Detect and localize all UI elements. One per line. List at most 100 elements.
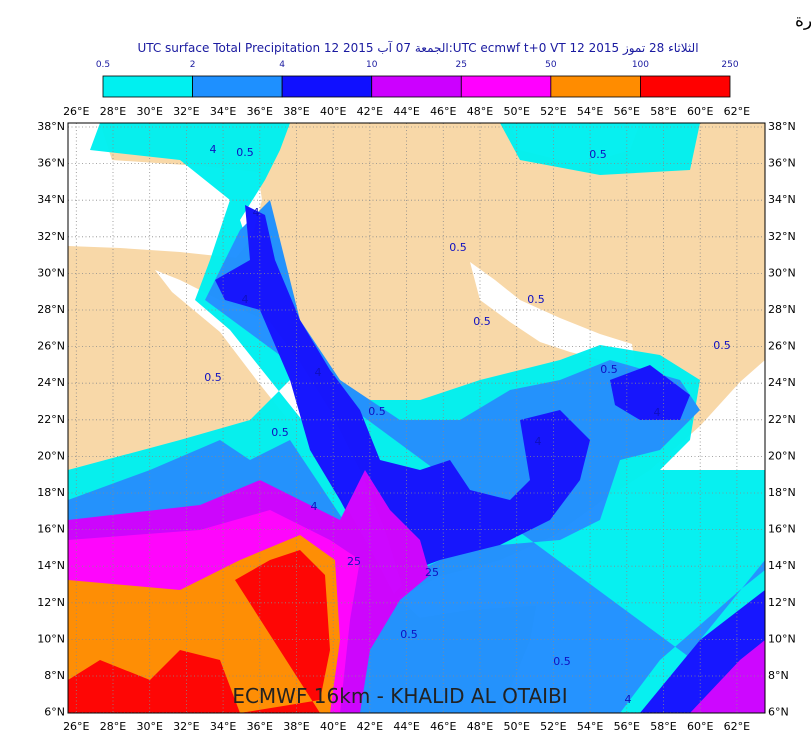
contour-label: 4 <box>210 143 217 156</box>
colorbar: 0.5 2 4 10 25 50 100 250 <box>96 60 739 98</box>
lat-label-right: 10°N <box>768 632 796 645</box>
lat-label-left: 6°N <box>44 706 65 719</box>
colorbar-label: 100 <box>632 60 649 70</box>
lon-label-bottom: 38°E <box>283 720 309 733</box>
contour-label: 0.5 <box>204 371 222 384</box>
precip-blue <box>215 205 590 575</box>
lon-label-top: 26°E <box>63 105 89 118</box>
map-title: تراكم هطول الأمطار بداية من يوم الخميس ٣… <box>795 9 811 31</box>
lat-label-left: 28°N <box>37 303 65 316</box>
lon-label-top: 44°E <box>393 105 419 118</box>
lon-label-bottom: 28°E <box>100 720 126 733</box>
lon-label-top: 40°E <box>320 105 346 118</box>
map-frame <box>67 122 766 714</box>
contour-label: 0.5 <box>368 405 386 418</box>
colorbar-swatch <box>192 75 283 98</box>
lat-label-left: 24°N <box>37 376 65 389</box>
colorbar-swatch <box>102 75 193 98</box>
graticule <box>68 123 765 713</box>
lon-label-top: 48°E <box>467 105 493 118</box>
colorbar-label: 0.5 <box>96 60 110 70</box>
lon-label-top: 38°E <box>283 105 309 118</box>
lat-label-right: 22°N <box>768 413 796 426</box>
colorbar-label: 10 <box>366 60 378 70</box>
lon-label-top: 36°E <box>247 105 273 118</box>
lon-label-top: 52°E <box>540 105 566 118</box>
lon-label-bottom: 30°E <box>136 720 162 733</box>
lon-label-top: 54°E <box>577 105 603 118</box>
lon-label-top: 34°E <box>210 105 236 118</box>
lat-label-left: 26°N <box>37 340 65 353</box>
lat-label-right: 24°N <box>768 376 796 389</box>
lon-label-top: 32°E <box>173 105 199 118</box>
contour-label: 0.5 <box>527 293 545 306</box>
mediterranean-sea <box>68 123 262 258</box>
credit: ECMWF 16km - KHALID AL OTAIBI <box>232 684 567 708</box>
lat-label-left: 20°N <box>37 449 65 462</box>
lat-label-right: 32°N <box>768 230 796 243</box>
lon-label-top: 62°E <box>724 105 750 118</box>
contour-label: 0.5 <box>449 241 467 254</box>
precip-purple-se <box>690 640 765 713</box>
contour-label: 4 <box>625 693 632 706</box>
lon-label-top: 60°E <box>687 105 713 118</box>
lat-label-left: 12°N <box>37 596 65 609</box>
contour-label: 0.5 <box>713 339 731 352</box>
lat-label-right: 18°N <box>768 486 796 499</box>
lon-label-bottom: 26°E <box>63 720 89 733</box>
lat-label-left: 16°N <box>37 523 65 536</box>
lat-label-right: 30°N <box>768 266 796 279</box>
lon-label-bottom: 42°E <box>357 720 383 733</box>
axis-labels: 26°E 26°E 28°E 28°E 30°E 30°E 32°E 32°E 34°E 34°E… <box>37 105 795 733</box>
lat-label-left: 34°N <box>37 193 65 206</box>
lon-label-top: 50°E <box>503 105 529 118</box>
lon-label-bottom: 60°E <box>687 720 713 733</box>
lat-label-left: 10°N <box>37 632 65 645</box>
lon-label-top: 46°E <box>430 105 456 118</box>
lat-label-left: 32°N <box>37 230 65 243</box>
lat-label-left: 22°N <box>37 413 65 426</box>
contour-label: 4 <box>535 435 542 448</box>
contour-label: 0.5 <box>271 426 289 439</box>
map-subtitle: UTC surface Total Precipitation 12 2015 … <box>137 40 698 56</box>
contour-label: 25 <box>425 566 439 579</box>
lon-label-bottom: 44°E <box>393 720 419 733</box>
lat-label-left: 18°N <box>37 486 65 499</box>
lat-label-right: 20°N <box>768 449 796 462</box>
lon-label-top: 30°E <box>136 105 162 118</box>
lon-label-top: 58°E <box>650 105 676 118</box>
lon-label-bottom: 62°E <box>724 720 750 733</box>
lon-label-bottom: 56°E <box>614 720 640 733</box>
lat-label-right: 14°N <box>768 559 796 572</box>
contour-label: 4 <box>315 366 322 379</box>
lat-label-left: 30°N <box>37 266 65 279</box>
lon-label-bottom: 54°E <box>577 720 603 733</box>
contour-label: 25 <box>347 555 361 568</box>
contour-label: 0.5 <box>236 146 254 159</box>
lon-label-bottom: 46°E <box>430 720 456 733</box>
lat-label-right: 12°N <box>768 596 796 609</box>
lat-label-right: 16°N <box>768 523 796 536</box>
precip-red <box>68 550 330 713</box>
persian-gulf <box>470 262 636 372</box>
contour-label: 4 <box>311 500 318 513</box>
lon-label-bottom: 48°E <box>467 720 493 733</box>
contour-label: 0.5 <box>553 655 571 668</box>
contour-labels: 4 0.5 0.5 4 0.5 4 0.5 0.5 0.5 0.5 4 0.5 … <box>204 143 731 706</box>
lat-label-right: 8°N <box>768 669 789 682</box>
lat-label-left: 14°N <box>37 559 65 572</box>
map-area <box>68 123 765 713</box>
precipitation-fields <box>68 123 765 713</box>
colorbar-swatch <box>550 75 641 98</box>
lon-label-top: 56°E <box>614 105 640 118</box>
lat-label-right: 34°N <box>768 193 796 206</box>
colorbar-label: 250 <box>721 60 738 70</box>
lon-label-top: 42°E <box>357 105 383 118</box>
colorbar-swatch <box>281 75 373 98</box>
colorbar-swatch <box>640 75 731 98</box>
lat-label-right: 36°N <box>768 157 796 170</box>
lon-label-bottom: 40°E <box>320 720 346 733</box>
lat-label-right: 26°N <box>768 340 796 353</box>
lat-label-left: 38°N <box>37 120 65 133</box>
